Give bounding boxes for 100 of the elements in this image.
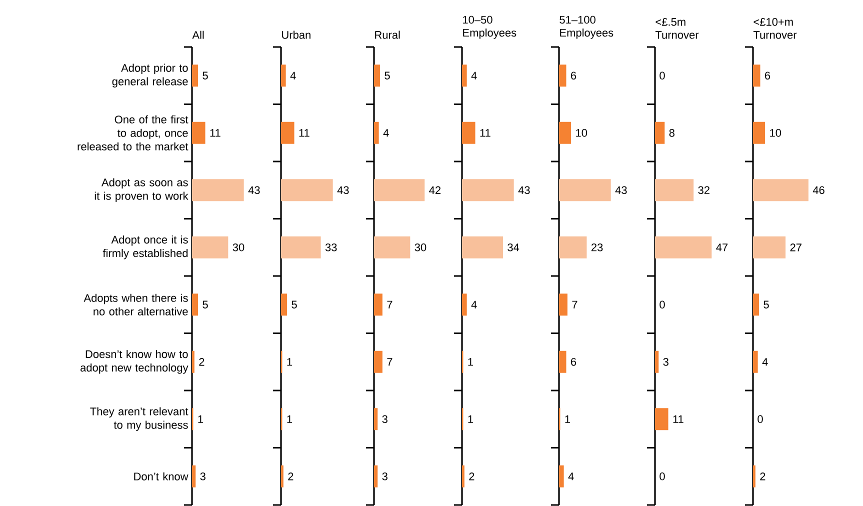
bar [374,408,378,430]
chart-title: <£10+m Turnover [753,18,797,39]
data-label: 46 [812,186,824,194]
data-label: 0 [758,415,763,424]
bar [655,408,668,430]
y-tick-label: Adopt as soon as it is proven to work [94,178,188,202]
y-tick-label: One of the first to adopt, once released to the market [78,115,188,150]
chart-title: Urban [282,30,310,39]
bar [559,236,587,258]
bar [192,179,244,202]
bar [559,64,566,87]
data-label: 11 [299,129,310,137]
bar [655,122,665,144]
bar [559,465,564,488]
data-label: 47 [716,244,728,252]
data-label: 42 [429,186,441,194]
data-label: 0 [660,72,665,80]
chart-title: 10–50 Employees [463,16,516,39]
bar [752,350,758,373]
data-label: 2 [288,472,294,480]
data-label: 8 [669,128,674,137]
y-tick-label: Adopts when there is no other alternative [84,294,188,316]
bar [192,236,228,258]
y-tick-label: Don’t know [134,472,188,480]
bar [374,64,380,87]
bar [752,236,786,258]
data-label: 7 [572,300,578,308]
data-label: 4 [471,300,477,308]
data-label: 2 [199,358,204,366]
chart-title: 51–100 Employees [560,16,614,39]
data-label: 1 [468,358,473,366]
data-label: 5 [202,300,208,308]
data-label: 11 [673,415,684,423]
bar [752,64,760,87]
data-label: 4 [762,358,768,366]
data-label: 7 [387,358,392,366]
bar [462,64,467,87]
data-label: 5 [292,300,297,308]
data-label: 10 [576,128,588,137]
data-label: 5 [764,300,769,308]
data-label: 43 [337,186,349,194]
data-label: 23 [591,243,603,252]
bar [192,465,196,488]
data-label: 11 [480,129,490,137]
bar [559,350,566,373]
bar [752,122,766,144]
bar [281,294,288,316]
data-label: 32 [698,186,710,194]
bar [752,465,756,488]
bar [559,179,611,202]
data-label: 3 [382,415,388,424]
bar [462,294,467,316]
data-label: 4 [290,72,296,80]
data-label: 3 [200,472,206,480]
bar [281,236,321,258]
bar [192,122,206,144]
data-label: 6 [764,72,770,80]
bar [462,236,503,258]
data-label: 0 [660,472,665,480]
chart-title: <£.5m Turnover [655,18,699,39]
data-label: 1 [198,415,203,423]
y-tick-label: Doesn’t know how to adopt new technology [80,350,188,374]
data-label: 2 [760,472,766,480]
bar [559,122,572,144]
data-label: 6 [571,358,576,366]
bar [462,179,514,202]
data-label: 43 [248,186,260,194]
bar [374,179,425,202]
data-label: 3 [382,472,388,480]
bar [374,122,379,144]
chart-title: Rural [375,30,400,39]
bar [281,64,286,87]
bar [655,179,694,202]
bar [374,465,378,488]
bar [281,179,333,202]
bar [192,294,198,316]
bar [655,350,659,373]
bar [374,236,410,258]
data-label: 1 [565,415,570,423]
data-label: 33 [325,243,337,252]
bar [374,350,382,373]
data-label: 4 [383,129,389,137]
y-tick-label: They aren’t relevant to my business [90,407,188,431]
data-label: 0 [660,300,665,309]
bar [462,122,476,144]
data-label: 5 [202,72,208,80]
data-label: 4 [568,472,574,480]
bar [559,294,568,316]
bar [655,236,712,258]
data-label: 27 [790,244,802,252]
data-label: 1 [287,415,292,423]
data-label: 43 [615,186,627,194]
data-label: 7 [387,300,392,308]
chart-title: All [192,30,204,39]
data-label: 1 [468,415,473,423]
data-label: 5 [384,72,390,80]
bar [374,294,382,316]
data-label: 11 [210,129,220,137]
data-label: 10 [770,128,782,137]
data-label: 30 [414,243,426,252]
